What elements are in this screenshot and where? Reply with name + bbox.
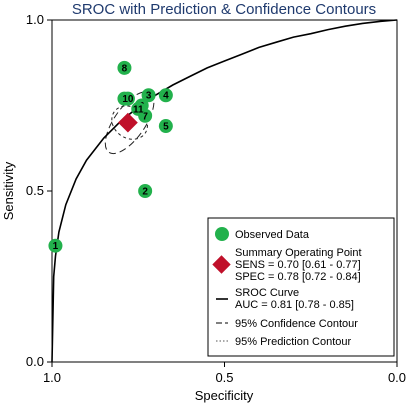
study-point: 1: [48, 238, 63, 253]
study-label: 10: [122, 94, 134, 105]
y-axis-label: Sensitivity: [1, 161, 16, 220]
study-label: 3: [146, 91, 152, 102]
legend-sens: SENS = 0.70 [0.61 - 0.77]: [235, 259, 361, 271]
study-point: 2: [138, 184, 153, 198]
study-label: 5: [163, 122, 169, 133]
study-marker: [117, 60, 132, 75]
y-axis-ticks: 0.0 0.5 1.0: [26, 12, 52, 369]
legend-spec: SPEC = 0.78 [0.72 - 0.84]: [235, 271, 361, 283]
summary-point: [118, 112, 138, 133]
legend-prediction: 95% Prediction Contour: [235, 336, 352, 348]
study-point: 5: [158, 119, 173, 134]
study-label: 2: [142, 187, 148, 198]
legend-observed: Observed Data: [235, 229, 310, 241]
study-point: 10: [120, 91, 135, 106]
study-marker: [120, 91, 135, 106]
confidence-contour: [111, 105, 148, 140]
study-marker: [158, 119, 173, 134]
study-label: 4: [163, 91, 169, 102]
x-axis-label: Specificity: [195, 388, 254, 403]
legend: Observed Data Summary Operating Point SE…: [207, 217, 395, 357]
x-tick-label: 0.0: [388, 370, 406, 385]
y-tick-label: 1.0: [26, 12, 44, 27]
legend-box: [207, 217, 395, 357]
study-marker: [48, 238, 63, 253]
legend-observed-marker: [215, 227, 229, 241]
study-label: 7: [142, 111, 148, 122]
study-marker: [138, 184, 153, 198]
study-point: 3: [141, 88, 156, 103]
study-marker: [141, 88, 156, 103]
study-label: 8: [122, 63, 128, 74]
sroc-curve: [51, 19, 398, 363]
legend-summary-title: Summary Operating Point: [235, 247, 362, 259]
legend-auc: AUC = 0.81 [0.78 - 0.85]: [235, 299, 354, 311]
x-axis-ticks: 1.0 0.5 0.0: [43, 362, 406, 385]
plot-area: 1234567891011: [48, 19, 398, 363]
study-point: 8: [117, 60, 132, 75]
study-point: 4: [158, 88, 173, 103]
chart-title: SROC with Prediction & Confidence Contou…: [72, 1, 376, 18]
x-tick-label: 1.0: [43, 370, 61, 385]
study-marker: [131, 101, 146, 116]
legend-confidence: 95% Confidence Contour: [235, 318, 358, 330]
summary-diamond: [118, 112, 138, 133]
study-label: 1: [53, 241, 59, 252]
x-tick-label: 0.5: [215, 370, 233, 385]
legend-sroc-title: SROC Curve: [235, 287, 299, 299]
y-tick-label: 0.0: [26, 354, 44, 369]
study-label: 11: [133, 104, 144, 115]
y-tick-label: 0.5: [26, 183, 44, 198]
legend-summary-marker: [212, 255, 231, 274]
study-point: 11: [131, 101, 146, 116]
study-marker: [158, 88, 173, 103]
observed-points: 1234567891011: [48, 60, 173, 253]
